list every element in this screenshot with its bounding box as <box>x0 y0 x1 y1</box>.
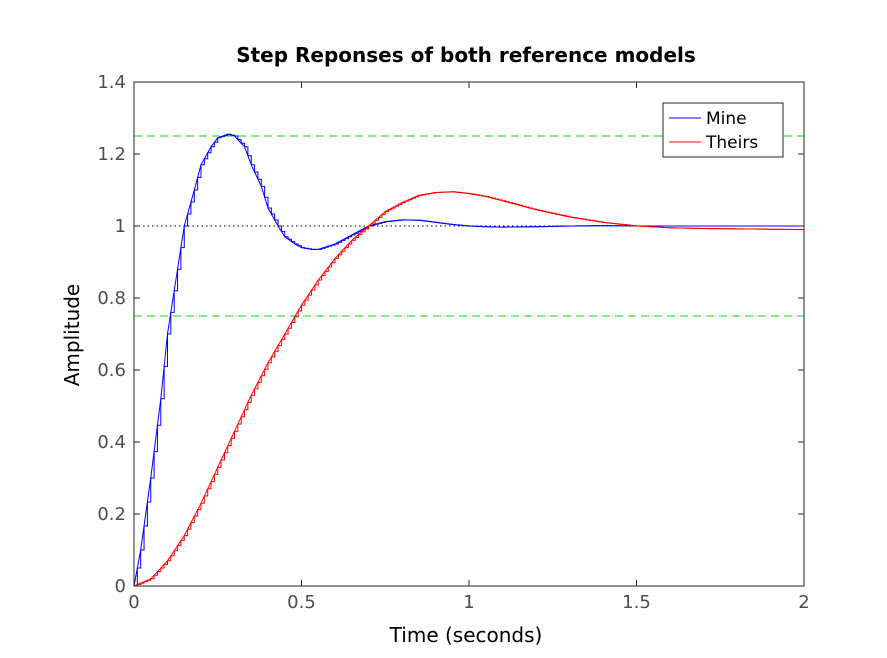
legend-label-theirs: Theirs <box>705 133 758 153</box>
y-axis-label: Amplitude <box>60 284 84 387</box>
y-tick-label: 1.4 <box>97 72 126 93</box>
series-staircase-theirs <box>134 191 805 587</box>
axes-background <box>134 82 804 586</box>
legend-box <box>662 102 784 158</box>
y-tick-label: 0.2 <box>97 504 126 525</box>
legend-label-mine: Mine <box>706 109 747 129</box>
x-tick-label: 1 <box>463 592 474 613</box>
x-tick-label: 0.5 <box>287 592 316 613</box>
series-staircase-mine <box>134 133 804 587</box>
y-tick-label: 1.2 <box>97 144 126 165</box>
x-tick-label: 1.5 <box>622 592 651 613</box>
y-tick-label: 0.4 <box>97 432 126 453</box>
y-tick-label: 0.6 <box>97 360 126 381</box>
plot-area <box>133 82 805 587</box>
legend: Mine Theirs <box>662 102 784 158</box>
chart-title: Step Reponses of both reference models <box>236 43 696 67</box>
axes: 0 0.5 1 1.5 2 0 0.2 0.4 0.6 0.8 1 1.2 1.4 <box>97 72 809 613</box>
y-tick-label: 0.8 <box>97 288 126 309</box>
y-tick-label: 0 <box>115 576 126 597</box>
x-tick-label: 0 <box>128 592 139 613</box>
x-tick-label: 2 <box>798 592 809 613</box>
x-axis-label: Time (seconds) <box>389 623 543 647</box>
y-tick-label: 1 <box>115 216 126 237</box>
